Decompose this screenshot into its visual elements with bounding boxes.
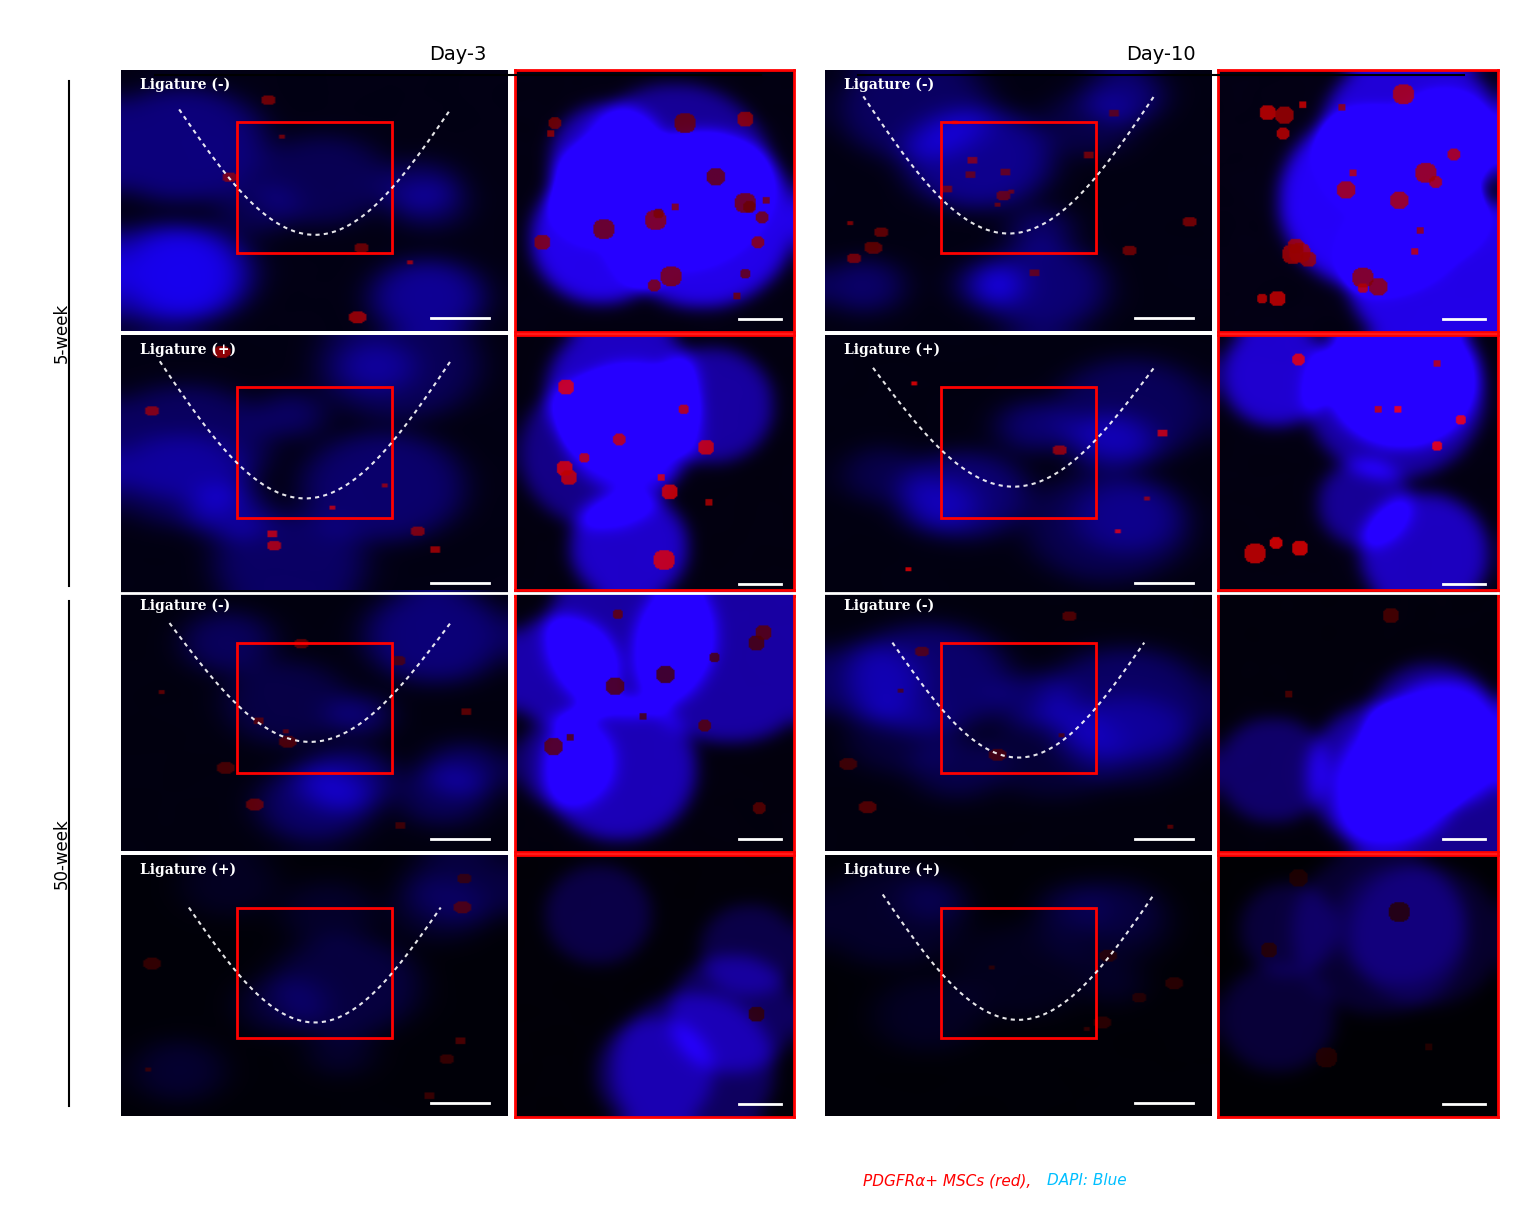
Bar xyxy=(238,388,392,518)
Text: DAPI: Blue: DAPI: Blue xyxy=(1047,1173,1127,1188)
Text: PDGFRα+ MSCs (red),: PDGFRα+ MSCs (red), xyxy=(864,1173,1036,1188)
Text: 5-week: 5-week xyxy=(53,303,71,363)
Text: Ligature (+): Ligature (+) xyxy=(844,863,940,878)
Bar xyxy=(238,643,392,774)
Text: Ligature (-): Ligature (-) xyxy=(141,598,230,613)
Text: Ligature (+): Ligature (+) xyxy=(844,343,940,357)
Text: 50-week: 50-week xyxy=(53,819,71,889)
Text: Ligature (-): Ligature (-) xyxy=(844,78,934,92)
Bar xyxy=(941,643,1095,774)
Text: Ligature (-): Ligature (-) xyxy=(141,78,230,92)
Bar xyxy=(941,907,1095,1038)
Text: Day-3: Day-3 xyxy=(430,46,486,64)
Text: Ligature (-): Ligature (-) xyxy=(844,598,934,613)
Text: Ligature (+): Ligature (+) xyxy=(141,863,236,878)
Bar xyxy=(941,388,1095,518)
Text: Day-10: Day-10 xyxy=(1126,46,1197,64)
Bar xyxy=(238,122,392,253)
Text: Ligature (+): Ligature (+) xyxy=(141,343,236,357)
Bar xyxy=(238,907,392,1038)
Bar xyxy=(941,122,1095,253)
